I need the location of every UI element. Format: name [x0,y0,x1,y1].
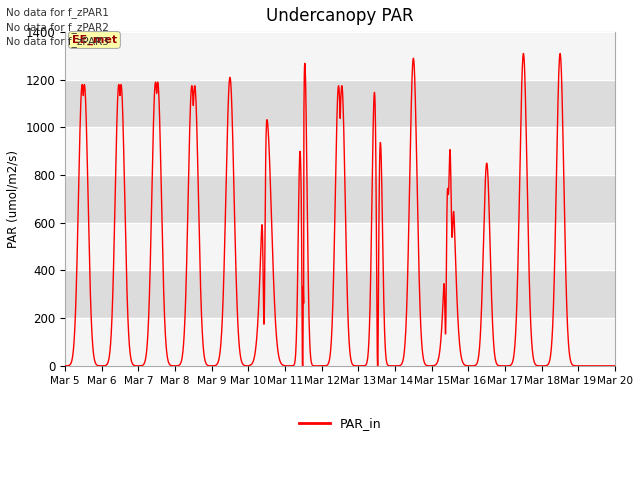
Text: No data for f_zPAR2: No data for f_zPAR2 [6,22,109,33]
Legend: PAR_in: PAR_in [294,412,387,435]
Title: Undercanopy PAR: Undercanopy PAR [266,7,414,25]
Bar [65,318,615,366]
Y-axis label: PAR (umol/m2/s): PAR (umol/m2/s) [7,150,20,248]
Bar [65,271,615,318]
Bar [65,80,615,127]
Bar [65,223,615,271]
Bar [65,175,615,223]
Text: EE_met: EE_met [72,35,117,45]
Bar [65,127,615,175]
Bar [65,32,615,80]
Text: No data for f_zPAR3: No data for f_zPAR3 [6,36,109,47]
Text: No data for f_zPAR1: No data for f_zPAR1 [6,7,109,18]
